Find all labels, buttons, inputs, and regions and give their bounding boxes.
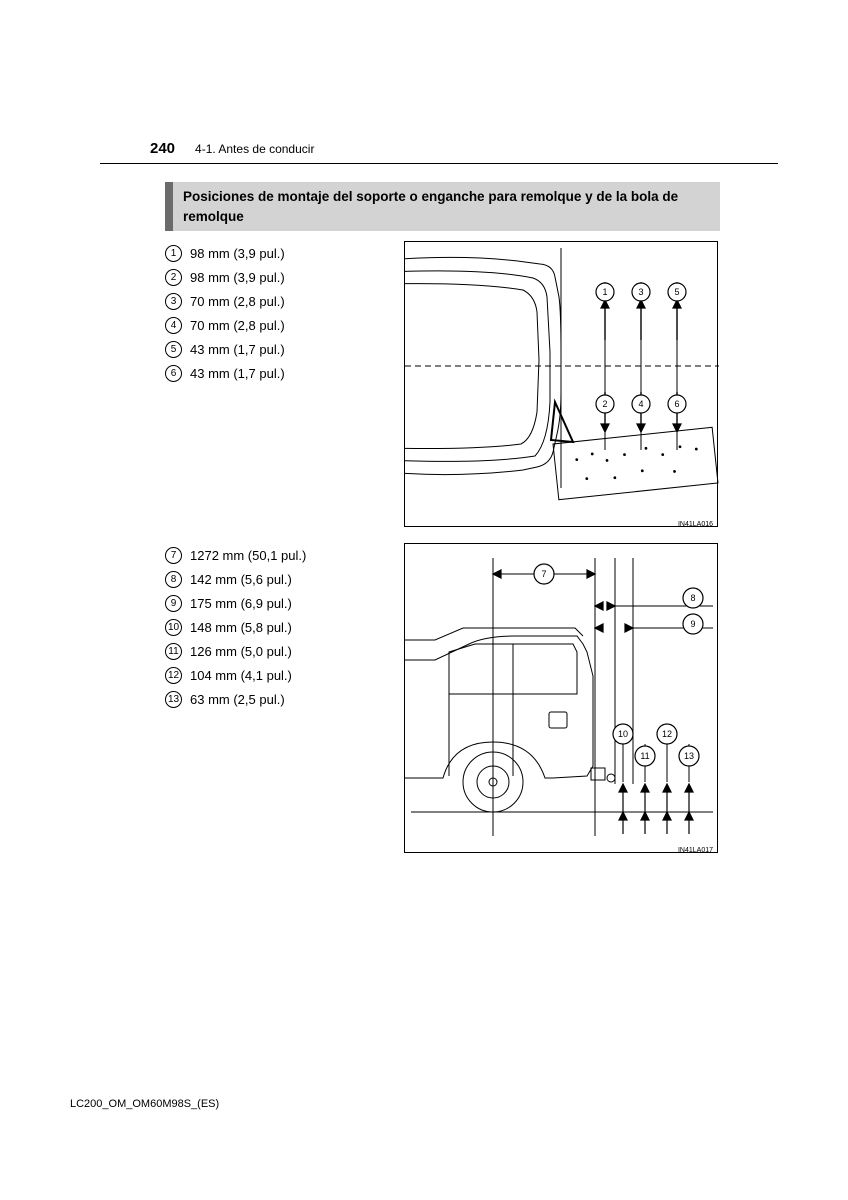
measurement: 148 mm (5,8 pul.) — [190, 620, 292, 635]
list-item: 13 63 mm (2,5 pul.) — [165, 691, 390, 708]
measurement: 43 mm (1,7 pul.) — [190, 342, 285, 357]
measurement: 98 mm (3,9 pul.) — [190, 270, 285, 285]
footer-code: LC200_OM_OM60M98S_(ES) — [70, 1098, 219, 1110]
svg-text:8: 8 — [690, 593, 695, 603]
measurement: 98 mm (3,9 pul.) — [190, 246, 285, 261]
svg-text:7: 7 — [541, 569, 546, 579]
svg-text:9: 9 — [690, 619, 695, 629]
svg-text:6: 6 — [674, 399, 679, 409]
list-item: 4 70 mm (2,8 pul.) — [165, 317, 390, 334]
callout-number: 6 — [165, 365, 182, 382]
svg-text:2: 2 — [602, 399, 607, 409]
list-item: 2 98 mm (3,9 pul.) — [165, 269, 390, 286]
measurement: 43 mm (1,7 pul.) — [190, 366, 285, 381]
svg-text:3: 3 — [638, 287, 643, 297]
list-item: 8 142 mm (5,6 pul.) — [165, 571, 390, 588]
list-item: 3 70 mm (2,8 pul.) — [165, 293, 390, 310]
measurement-list-1: 1 98 mm (3,9 pul.) 2 98 mm (3,9 pul.) 3 70 … — [165, 241, 390, 527]
callout-number: 7 — [165, 547, 182, 564]
block-2: 71272 mm (50,1 pul.) 8142 mm (5,6 pul.) … — [165, 543, 720, 853]
callout-number: 13 — [165, 691, 182, 708]
svg-text:5: 5 — [674, 287, 679, 297]
svg-text:10: 10 — [618, 729, 628, 739]
callout-number: 2 — [165, 269, 182, 286]
measurement: 142 mm (5,6 pul.) — [190, 572, 292, 587]
heading: Posiciones de montaje del soporte o enga… — [165, 182, 720, 231]
section-title: 4-1. Antes de conducir — [195, 142, 314, 156]
page-number: 240 — [150, 140, 175, 157]
list-item: 1 98 mm (3,9 pul.) — [165, 245, 390, 262]
callout-number: 1 — [165, 245, 182, 262]
svg-text:4: 4 — [638, 399, 643, 409]
list-item: 11 126 mm (5,0 pul.) — [165, 643, 390, 660]
measurement: 70 mm (2,8 pul.) — [190, 294, 285, 309]
callout-number: 9 — [165, 595, 182, 612]
list-item: 7 1272 mm (50,1 pul.) — [165, 547, 390, 564]
vehicle-side-view-diagram: 7 8 9 — [405, 544, 719, 854]
list-item: 6 43 mm (1,7 pul.) — [165, 365, 390, 382]
vehicle-top-view-diagram: 1 3 5 2 4 6 — [405, 242, 719, 528]
list-item: 10 148 mm (5,8 pul.) — [165, 619, 390, 636]
figure-frame-1: 1 3 5 2 4 6 — [404, 241, 718, 527]
svg-text:13: 13 — [684, 751, 694, 761]
measurement: 70 mm (2,8 pul.) — [190, 318, 285, 333]
callout-number: 11 — [165, 643, 182, 660]
figure-code: IN41LA016 — [678, 521, 713, 528]
measurement: 1272 mm (50,1 pul.) — [190, 548, 306, 563]
content: Posiciones de montaje del soporte o enga… — [70, 182, 778, 853]
measurement: 63 mm (2,5 pul.) — [190, 692, 285, 707]
callout-number: 10 — [165, 619, 182, 636]
figure-1: 1 3 5 2 4 6 — [404, 241, 720, 527]
figure-frame-2: 7 8 9 — [404, 543, 718, 853]
svg-text:12: 12 — [662, 729, 672, 739]
header: 240 4-1. Antes de conducir — [70, 140, 778, 163]
measurement: 126 mm (5,0 pul.) — [190, 644, 292, 659]
measurement: 175 mm (6,9 pul.) — [190, 596, 292, 611]
svg-text:11: 11 — [640, 751, 649, 761]
block-1: 1 98 mm (3,9 pul.) 2 98 mm (3,9 pul.) 3 70 … — [165, 241, 720, 527]
list-item: 9 175 mm (6,9 pul.) — [165, 595, 390, 612]
callout-number: 4 — [165, 317, 182, 334]
svg-text:1: 1 — [602, 287, 607, 297]
measurement: 104 mm (4,1 pul.) — [190, 668, 292, 683]
callout-number: 8 — [165, 571, 182, 588]
measurement-list-2: 71272 mm (50,1 pul.) 8142 mm (5,6 pul.) … — [165, 543, 390, 853]
callout-number: 12 — [165, 667, 182, 684]
list-item: 5 43 mm (1,7 pul.) — [165, 341, 390, 358]
page: 240 4-1. Antes de conducir Posiciones de… — [0, 0, 848, 1200]
figure-2: 7 8 9 — [404, 543, 720, 853]
callout-number: 5 — [165, 341, 182, 358]
list-item: 12 104 mm (4,1 pul.) — [165, 667, 390, 684]
callout-number: 3 — [165, 293, 182, 310]
figure-code: IN41LA017 — [678, 847, 713, 854]
divider — [100, 163, 778, 164]
